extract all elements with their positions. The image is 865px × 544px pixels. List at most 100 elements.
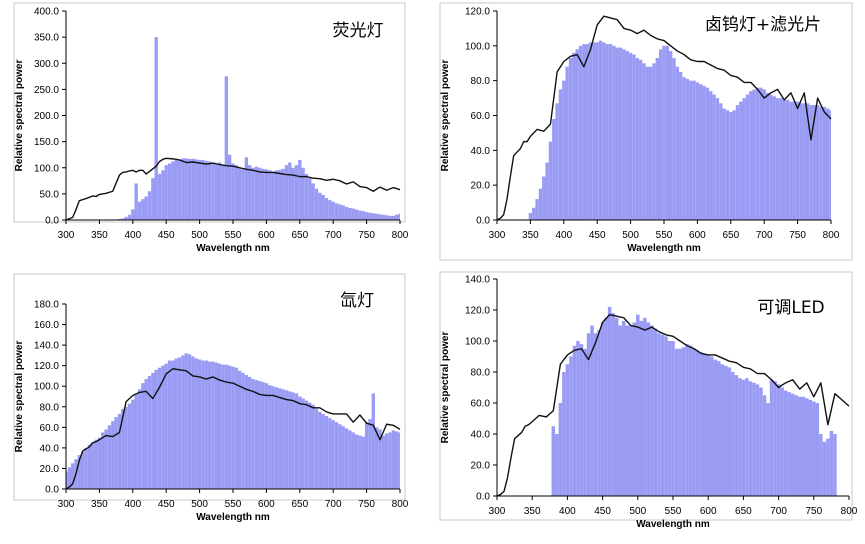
- bar: [187, 354, 192, 489]
- bar: [625, 51, 629, 221]
- bar: [699, 351, 703, 496]
- bar: [238, 167, 242, 220]
- bar: [177, 159, 182, 220]
- bar: [706, 354, 710, 496]
- bar: [735, 105, 740, 220]
- bar: [127, 403, 132, 489]
- bar: [621, 320, 626, 496]
- bar: [802, 103, 806, 220]
- bar: [695, 350, 700, 496]
- bar: [117, 413, 122, 489]
- bar: [201, 159, 205, 220]
- bar: [812, 401, 816, 496]
- bar: [321, 194, 325, 220]
- bar: [321, 413, 325, 489]
- x-tick-label: 300: [58, 499, 75, 510]
- x-tick-label: 450: [594, 506, 611, 517]
- bar: [398, 213, 400, 220]
- bar: [780, 387, 784, 496]
- y-tick-label: 100.0: [34, 382, 59, 393]
- bar: [833, 434, 837, 496]
- y-tick-label: 120.0: [465, 306, 490, 317]
- x-tick-label: 300: [58, 230, 75, 241]
- x-axis-label: Wavelength nm: [627, 243, 701, 254]
- bar: [597, 330, 601, 496]
- y-tick-label: 0.0: [45, 216, 59, 227]
- reference-line: [496, 313, 850, 497]
- bar: [725, 110, 730, 220]
- x-tick-label: 800: [392, 499, 409, 510]
- x-tick-label: 400: [124, 499, 141, 510]
- bar: [685, 344, 689, 496]
- bar: [669, 51, 673, 221]
- bar: [394, 214, 399, 220]
- bar: [161, 170, 165, 220]
- y-tick-label: 140.0: [34, 341, 59, 352]
- bar: [829, 110, 831, 220]
- y-tick-label: 40.0: [40, 443, 60, 454]
- bar: [646, 322, 651, 496]
- bar: [789, 101, 793, 220]
- x-tick-label: 750: [358, 499, 375, 510]
- bar: [161, 365, 165, 489]
- y-tick-label: 300.0: [34, 59, 59, 70]
- bar: [608, 44, 613, 221]
- x-tick-label: 300: [489, 506, 506, 517]
- bar: [197, 159, 202, 220]
- y-tick-label: 0.0: [476, 492, 490, 503]
- bar: [674, 348, 679, 496]
- bar: [678, 348, 682, 496]
- bar: [615, 47, 619, 220]
- x-tick-label: 400: [124, 230, 141, 241]
- bar: [77, 455, 82, 489]
- y-tick-label: 100.0: [465, 337, 490, 348]
- bar: [727, 367, 732, 496]
- bar: [87, 444, 92, 489]
- x-tick-label: 800: [823, 230, 840, 241]
- bar: [207, 361, 212, 489]
- bar: [655, 58, 659, 220]
- y-tick-label: 150.0: [34, 137, 59, 148]
- bar: [131, 399, 135, 489]
- bar: [194, 358, 198, 489]
- bar: [734, 375, 739, 496]
- bar: [815, 403, 820, 496]
- bar: [528, 213, 533, 220]
- bar: [184, 353, 188, 489]
- y-tick-label: 160.0: [34, 320, 59, 331]
- bar: [231, 163, 235, 220]
- bar: [261, 382, 265, 489]
- bar: [752, 89, 756, 221]
- bar: [271, 386, 275, 489]
- bar: [141, 383, 145, 489]
- y-tick-label: 100.0: [465, 41, 490, 52]
- bar: [211, 361, 215, 489]
- bar: [304, 174, 309, 220]
- bar: [618, 325, 622, 496]
- x-tick-label: 550: [225, 230, 242, 241]
- bar: [819, 106, 823, 220]
- x-tick-label: 450: [158, 230, 175, 241]
- bar: [241, 372, 245, 489]
- bar: [391, 430, 395, 489]
- bar: [717, 361, 721, 496]
- bar: [384, 433, 389, 489]
- bar: [181, 355, 185, 489]
- bar: [636, 314, 640, 496]
- bar: [600, 322, 605, 496]
- bar: [642, 63, 646, 220]
- bar: [635, 58, 639, 220]
- bar: [341, 426, 345, 489]
- bar: [568, 58, 573, 220]
- bar: [809, 105, 813, 220]
- bar: [157, 367, 162, 489]
- y-tick-label: 180.0: [34, 300, 59, 311]
- bar: [664, 336, 668, 496]
- bar: [632, 322, 637, 496]
- bar: [124, 216, 128, 220]
- bar: [331, 201, 335, 220]
- bar: [94, 439, 98, 489]
- bar: [645, 66, 649, 220]
- bar: [167, 163, 172, 220]
- bar: [769, 379, 774, 496]
